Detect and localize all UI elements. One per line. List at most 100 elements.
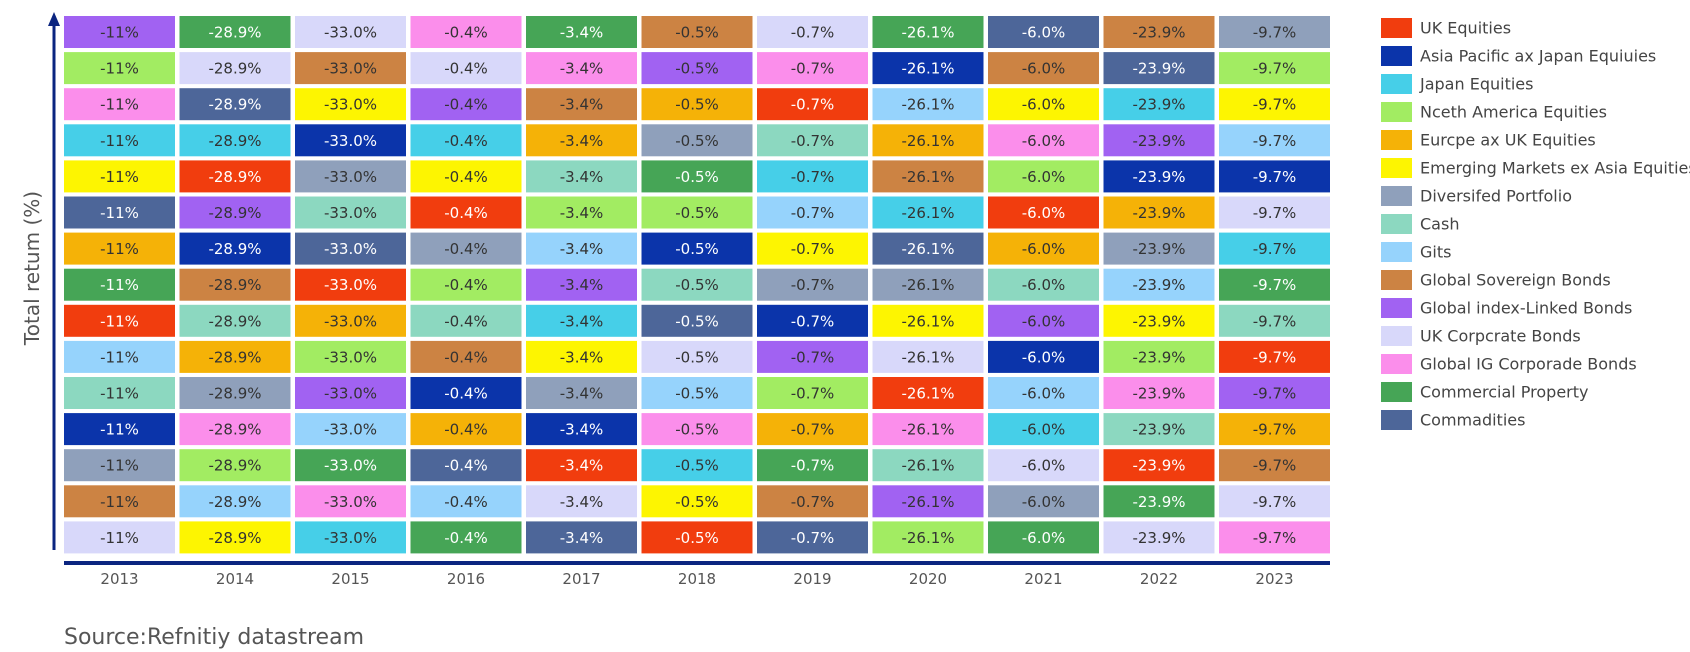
quilt-cell-value: -23.9% bbox=[1132, 132, 1185, 150]
quilt-cell: -26.1% bbox=[872, 521, 984, 554]
quilt-cell-value: -0.5% bbox=[675, 529, 719, 547]
quilt-cell: -33.0% bbox=[295, 304, 406, 337]
legend-label: Eurcpe ax UK Equities bbox=[1420, 131, 1596, 150]
quilt-cell-value: -6.0% bbox=[1022, 312, 1066, 330]
quilt-cell-value: -9.7% bbox=[1253, 493, 1297, 511]
quilt-cell: -3.4% bbox=[526, 232, 637, 265]
quilt-cell-value: -9.7% bbox=[1253, 385, 1297, 403]
quilt-cell: -26.1% bbox=[872, 268, 984, 301]
quilt-cell-value: -26.1% bbox=[901, 240, 954, 258]
quilt-cell-fill bbox=[1219, 52, 1330, 85]
quilt-cell-value: -28.9% bbox=[208, 529, 261, 547]
quilt-cell-fill bbox=[64, 304, 175, 337]
quilt-cell-value: -0.7% bbox=[791, 457, 835, 475]
legend-item: Nceth America Equities bbox=[1381, 102, 1607, 122]
quilt-cell-value: -26.1% bbox=[901, 421, 954, 439]
quilt-cell: -0.4% bbox=[410, 196, 522, 229]
quilt-cell-value: -6.0% bbox=[1022, 276, 1066, 294]
quilt-cell-fill bbox=[641, 16, 753, 48]
legend-item: Commadities bbox=[1381, 410, 1525, 430]
quilt-cell-fill bbox=[295, 304, 406, 337]
x-tick-label: 2014 bbox=[216, 570, 254, 588]
quilt-cell-value: -23.9% bbox=[1132, 493, 1185, 511]
quilt-cell: -33.0% bbox=[295, 16, 406, 48]
quilt-cell: -0.4% bbox=[410, 521, 522, 554]
quilt-cell-value: -6.0% bbox=[1022, 493, 1066, 511]
quilt-cell-fill bbox=[641, 485, 753, 518]
legend-swatch bbox=[1381, 298, 1412, 318]
quilt-cell-fill bbox=[526, 124, 637, 157]
quilt-cell-value: -33.0% bbox=[324, 385, 377, 403]
quilt-cell-fill bbox=[295, 196, 406, 229]
quilt-cell: -23.9% bbox=[1103, 88, 1215, 121]
quilt-cell: -0.7% bbox=[757, 16, 868, 48]
quilt-cell-fill bbox=[64, 521, 175, 554]
quilt-cell-value: -9.7% bbox=[1253, 529, 1297, 547]
quilt-cell-value: -0.7% bbox=[791, 240, 835, 258]
quilt-cell-fill bbox=[526, 52, 637, 85]
quilt-cell-value: -0.7% bbox=[791, 96, 835, 114]
quilt-cell-value: -11% bbox=[100, 529, 139, 547]
quilt-cell-value: -28.9% bbox=[208, 132, 261, 150]
quilt-cell-fill bbox=[988, 16, 1099, 48]
legend-label: Diversifed Portfolio bbox=[1420, 187, 1572, 206]
quilt-cell-value: -0.4% bbox=[444, 493, 488, 511]
quilt-cell: -9.7% bbox=[1219, 52, 1330, 85]
quilt-cell-fill bbox=[1103, 449, 1215, 482]
quilt-cell-fill bbox=[757, 16, 868, 48]
legend-label: Asia Pacific ax Japan Equiuies bbox=[1420, 47, 1656, 66]
quilt-cell-value: -0.5% bbox=[675, 96, 719, 114]
quilt-cell: -33.0% bbox=[295, 449, 406, 482]
quilt-cell-value: -0.5% bbox=[675, 457, 719, 475]
quilt-cell: -0.4% bbox=[410, 124, 522, 157]
quilt-cell: -23.9% bbox=[1103, 52, 1215, 85]
quilt-cell-value: -6.0% bbox=[1022, 457, 1066, 475]
quilt-cell-fill bbox=[641, 413, 753, 446]
legend: UK Equities Asia Pacific ax Japan Equiuie… bbox=[1381, 18, 1690, 430]
quilt-cell-fill bbox=[641, 521, 753, 554]
quilt-cell-fill bbox=[64, 413, 175, 446]
quilt-cell-fill bbox=[1219, 268, 1330, 301]
quilt-cell-value: -6.0% bbox=[1022, 421, 1066, 439]
quilt-cell-fill bbox=[641, 340, 753, 373]
quilt-cell-value: -33.0% bbox=[324, 276, 377, 294]
quilt-cell-value: -0.5% bbox=[675, 240, 719, 258]
quilt-cell-value: -3.4% bbox=[560, 204, 604, 222]
quilt-cell-fill bbox=[641, 52, 753, 85]
quilt-cell-value: -6.0% bbox=[1022, 132, 1066, 150]
quilt-cell: -0.4% bbox=[410, 16, 522, 48]
quilt-cell-fill bbox=[1103, 268, 1215, 301]
quilt-cell-value: -33.0% bbox=[324, 457, 377, 475]
quilt-cell-value: -26.1% bbox=[901, 168, 954, 186]
quilt-cell-fill bbox=[988, 52, 1099, 85]
quilt-cell: -0.7% bbox=[757, 268, 868, 301]
quilt-cell: -33.0% bbox=[295, 485, 406, 518]
quilt-cell: -11% bbox=[64, 232, 175, 265]
quilt-cell-fill bbox=[1219, 304, 1330, 337]
quilt-cell-fill bbox=[641, 160, 753, 193]
quilt-cell: -26.1% bbox=[872, 485, 984, 518]
quilt-cell: -9.7% bbox=[1219, 485, 1330, 518]
quilt-cell-fill bbox=[410, 449, 522, 482]
legend-swatch bbox=[1381, 270, 1412, 290]
quilt-cell-value: -28.9% bbox=[208, 168, 261, 186]
quilt-cell-fill bbox=[641, 232, 753, 265]
quilt-cell-fill bbox=[872, 521, 984, 554]
quilt-cell: -11% bbox=[64, 160, 175, 193]
quilt-cell-fill bbox=[410, 340, 522, 373]
quilt-cell-value: -0.7% bbox=[791, 132, 835, 150]
quilt-cell-value: -33.0% bbox=[324, 348, 377, 366]
quilt-cell-fill bbox=[410, 413, 522, 446]
quilt-cell-value: -0.4% bbox=[444, 348, 488, 366]
quilt-cell-fill bbox=[64, 232, 175, 265]
quilt-cell: -11% bbox=[64, 196, 175, 229]
legend-swatch bbox=[1381, 186, 1412, 206]
quilt-cell-value: -33.0% bbox=[324, 96, 377, 114]
quilt-cell-value: -0.5% bbox=[675, 132, 719, 150]
legend-swatch bbox=[1381, 74, 1412, 94]
quilt-cell: -0.7% bbox=[757, 449, 868, 482]
quilt-cell: -33.0% bbox=[295, 88, 406, 121]
quilt-cell-fill bbox=[872, 413, 984, 446]
quilt-cell-value: -33.0% bbox=[324, 132, 377, 150]
legend-swatch bbox=[1381, 46, 1412, 66]
